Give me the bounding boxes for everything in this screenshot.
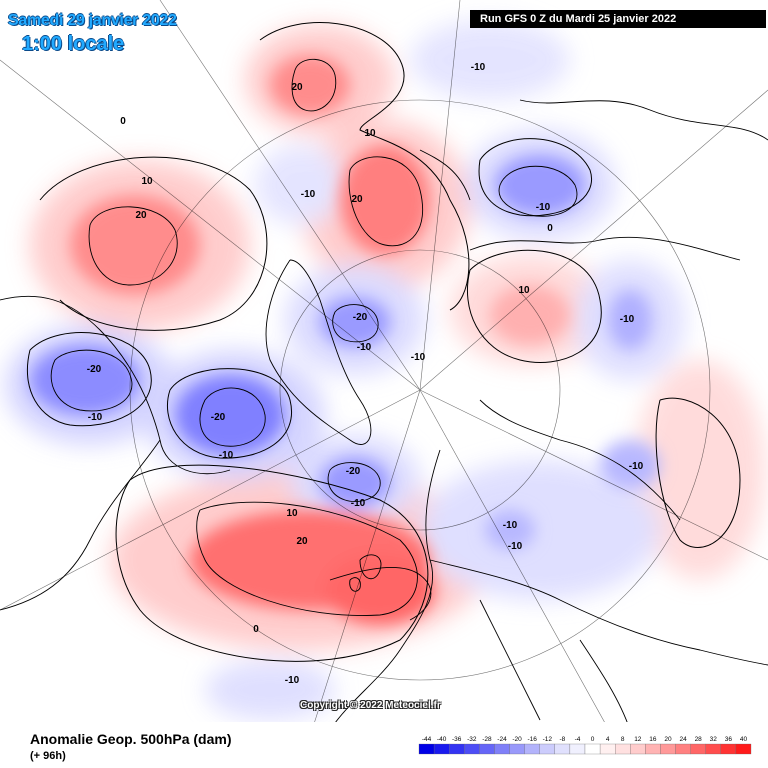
- contour-label: 20: [135, 210, 147, 221]
- color-legend: -44 -40 -36 -32 -28 -24 -20 -16 -12 -8 -4 0 4 8 12 16 20…: [418, 736, 752, 755]
- legend-swatch: [584, 743, 601, 755]
- contour-label: 20: [291, 82, 303, 93]
- legend-level-label: -40: [437, 736, 447, 743]
- contour-label: -10: [508, 541, 523, 552]
- legend-level-label: 24: [679, 736, 687, 743]
- contour-label: -20: [353, 312, 368, 323]
- contour-label: 0: [547, 223, 553, 234]
- legend-swatch: [735, 743, 752, 755]
- contour-label: -10: [411, 352, 426, 363]
- legend-level-label: -8: [559, 736, 565, 743]
- legend-swatch: [433, 743, 450, 755]
- legend-level-label: 12: [634, 736, 642, 743]
- contour-label: -20: [211, 412, 226, 423]
- contour-label: -10: [88, 412, 103, 423]
- contour-label: -20: [346, 466, 361, 477]
- contour-label: 10: [518, 285, 530, 296]
- legend-level-label: 32: [710, 736, 718, 743]
- legend-swatch: [630, 743, 646, 755]
- legend-level-label: 4: [606, 736, 610, 743]
- map-title: Anomalie Geop. 500hPa (dam): [30, 731, 232, 747]
- legend-swatch: [720, 743, 737, 755]
- legend-swatch: [690, 743, 706, 755]
- run-info: Run GFS 0 Z du Mardi 25 janvier 2022: [470, 10, 766, 28]
- contour-label: -10: [471, 62, 486, 73]
- forecast-step: (+ 96h): [30, 750, 66, 762]
- contour-label: -10: [503, 520, 518, 531]
- legend-swatch: [569, 743, 586, 755]
- copyright: Copyright © 2022 Meteociel.fr: [300, 700, 441, 711]
- legend-swatch: [464, 743, 480, 755]
- legend-level-label: 8: [621, 736, 625, 743]
- legend-swatch: [539, 743, 555, 755]
- contour-label: -10: [285, 675, 300, 686]
- legend-swatch: [418, 743, 435, 755]
- legend-level-label: -4: [575, 736, 581, 743]
- contour-label: 10: [141, 176, 153, 187]
- legend-level-label: -12: [543, 736, 553, 743]
- contour-label: 0: [120, 116, 126, 127]
- contour-label: -10: [620, 314, 635, 325]
- legend-swatch: [509, 743, 525, 755]
- legend-level-label: -28: [482, 736, 492, 743]
- legend-swatch: [645, 743, 661, 755]
- legend-swatch: [494, 743, 510, 755]
- legend-level-label: -24: [497, 736, 507, 743]
- legend-level-label: 36: [725, 736, 733, 743]
- legend-swatch: [554, 743, 571, 755]
- contour-label: 10: [286, 508, 298, 519]
- legend-level-label: -20: [512, 736, 522, 743]
- legend-level-label: 40: [740, 736, 748, 743]
- contour-label: -10: [219, 450, 234, 461]
- legend-level-label: -44: [422, 736, 432, 743]
- legend-swatch: [599, 743, 616, 755]
- contour-label: -10: [629, 461, 644, 472]
- contour-label: -10: [351, 498, 366, 509]
- contour-label: -10: [536, 202, 551, 213]
- legend-level-label: -16: [527, 736, 537, 743]
- contour-label: -10: [357, 342, 372, 353]
- legend-level-label: -36: [452, 736, 462, 743]
- legend-swatch: [660, 743, 676, 755]
- contour-label: 20: [351, 194, 363, 205]
- contour-label: -20: [87, 364, 102, 375]
- legend-swatch: [675, 743, 691, 755]
- legend-swatch: [705, 743, 721, 755]
- contour-label: 10: [364, 128, 376, 139]
- legend-level-label: 16: [649, 736, 657, 743]
- legend-level-label: 20: [664, 736, 672, 743]
- contour-label: 20: [296, 536, 308, 547]
- legend-level-label: 28: [695, 736, 703, 743]
- contour-label: -10: [301, 189, 316, 200]
- legend-level-label: -32: [467, 736, 477, 743]
- legend-swatch: [479, 743, 495, 755]
- legend-level-label: 0: [591, 736, 595, 743]
- legend-swatch: [449, 743, 465, 755]
- valid-time: 1:00 locale: [22, 33, 125, 55]
- legend-swatch: [615, 743, 631, 755]
- legend-swatch: [524, 743, 540, 755]
- contour-label: 0: [253, 624, 259, 635]
- valid-date: Samedi 29 janvier 2022: [8, 12, 177, 29]
